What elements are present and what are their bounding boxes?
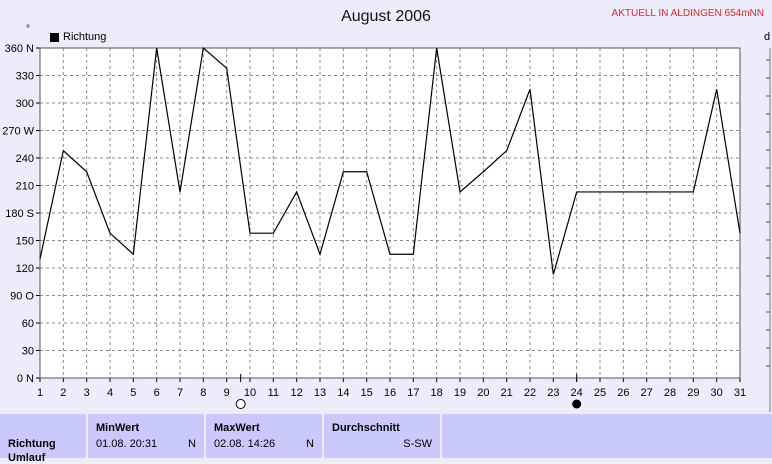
- empty-cell: [442, 414, 772, 458]
- y-tick-label: 30: [22, 346, 34, 358]
- x-tick-label: 4: [107, 387, 113, 399]
- y-tick-label: 240: [16, 153, 34, 165]
- x-tick-label: 18: [431, 387, 443, 399]
- x-tick-label: 11: [268, 387, 279, 399]
- x-tick-label: 28: [664, 387, 676, 399]
- degree-mark: °: [26, 24, 30, 35]
- y-tick-label: 150: [16, 236, 34, 248]
- x-tick-label: 26: [617, 387, 629, 399]
- x-tick-label: 30: [711, 387, 723, 399]
- y-tick-label: 270 W: [2, 126, 34, 138]
- x-tick-label: 1: [37, 387, 43, 399]
- y-tick-label: 360 N: [5, 43, 34, 55]
- x-tick-label: 27: [641, 387, 653, 399]
- x-tick-label: 29: [687, 387, 699, 399]
- x-tick-label: 9: [224, 387, 230, 399]
- x-tick-label: 16: [384, 387, 396, 399]
- min-cell: MinWert 01.08. 20:31 N: [88, 414, 204, 458]
- legend-label: Richtung: [63, 31, 107, 43]
- y-tick-label: 330: [16, 71, 34, 83]
- x-tick-label: 10: [244, 387, 256, 399]
- x-tick-label: 31: [734, 387, 746, 399]
- row-label: Richtung: [8, 438, 56, 450]
- y-tick-label: 90 O: [10, 291, 34, 303]
- max-title: MaxWert: [214, 422, 260, 434]
- x-tick-label: 21: [501, 387, 513, 399]
- y-tick-label: 0 N: [17, 373, 34, 385]
- x-tick-label: 23: [547, 387, 559, 399]
- x-tick-label: 6: [154, 387, 160, 399]
- x-tick-label: 7: [177, 387, 183, 399]
- plot-frame: [39, 47, 741, 379]
- row-label-2: Umlauf: [8, 452, 46, 464]
- min-date: 01.08. 20:31: [96, 438, 158, 450]
- min-title: MinWert: [96, 422, 140, 434]
- min-dir: N: [188, 438, 196, 450]
- summary-table: Richtung Umlauf MinWert 01.08. 20:31 N M…: [0, 414, 772, 464]
- x-tick-label: 5: [130, 387, 136, 399]
- page-title: August 2006: [341, 8, 431, 25]
- x-tick-label: 15: [361, 387, 373, 399]
- x-tick-label: 12: [291, 387, 303, 399]
- y-tick-label: 300: [16, 98, 34, 110]
- new-moon-icon: [572, 399, 582, 409]
- y-tick-label: 60: [22, 318, 34, 330]
- y-tick-label: 210: [16, 181, 34, 193]
- avg-cell: Durchschnitt S-SW: [324, 414, 440, 458]
- right-mark: d: [764, 31, 771, 43]
- x-tick-label: 2: [60, 387, 66, 399]
- x-tick-label: 20: [477, 387, 489, 399]
- x-tick-label: 25: [594, 387, 606, 399]
- x-tick-label: 19: [454, 387, 466, 399]
- series-line: [39, 46, 741, 275]
- full-moon-icon: [235, 399, 246, 409]
- status-text: AKTUELL IN ALDINGEN 654mNN: [611, 8, 764, 19]
- max-cell: MaxWert 02.08. 14:26 N: [206, 414, 322, 458]
- x-tick-label: 14: [337, 387, 349, 399]
- avg-value: S-SW: [403, 438, 432, 450]
- x-tick-label: 22: [524, 387, 536, 399]
- max-date: 02.08. 14:26: [214, 438, 276, 450]
- x-tick-label: 17: [407, 387, 419, 399]
- row-label-cell: Richtung Umlauf: [0, 414, 86, 464]
- x-tick-label: 8: [200, 387, 206, 399]
- legend-swatch: [50, 32, 59, 42]
- max-dir: N: [306, 438, 314, 450]
- y-tick-label: 180 S: [5, 208, 34, 220]
- y-tick-label: 120: [16, 263, 34, 275]
- x-tick-label: 24: [571, 387, 583, 399]
- x-tick-label: 13: [314, 387, 326, 399]
- legend: Richtung: [50, 31, 106, 43]
- avg-title: Durchschnitt: [332, 422, 400, 434]
- x-tick-label: 3: [84, 387, 90, 399]
